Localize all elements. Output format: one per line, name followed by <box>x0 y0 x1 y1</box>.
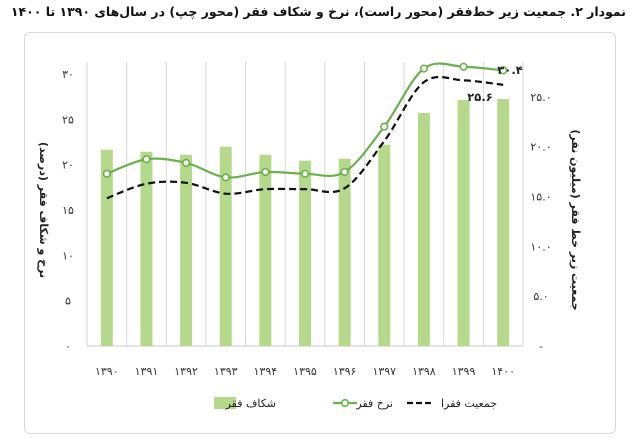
legend-item-gap: شکاف فقر <box>214 397 276 410</box>
bar-5 <box>259 154 272 346</box>
rate-point-4 <box>221 173 230 182</box>
data-label-rate: ۳۰.۴ <box>497 63 522 77</box>
x-tick-label: ۱۳۹۲ <box>174 365 198 378</box>
right-tick-label: ۲۵.۰ <box>530 91 551 104</box>
rate-point-6 <box>300 169 310 178</box>
rate-point-11 <box>499 66 508 75</box>
right-tick-label: - <box>539 340 543 353</box>
bar-10 <box>457 99 470 347</box>
left-tick-label: ۲۵ <box>62 113 74 126</box>
x-tick-label: ۱۳۹۹ <box>452 365 476 378</box>
legend-label-population: جمعیت فقرا <box>441 397 497 410</box>
bar-9 <box>417 112 430 346</box>
left-tick-label: ۱۰ <box>62 249 74 262</box>
legend-item-rate: نرخ فقر <box>333 397 393 410</box>
rate-point-2 <box>142 155 151 164</box>
dashed-series-line <box>106 75 504 200</box>
x-tick-label: ۱۳۹۵ <box>293 365 317 378</box>
left-tick-label: ۱۵ <box>62 204 74 217</box>
rate-point-5 <box>261 167 270 177</box>
x-tick-label: ۱۳۹۴ <box>254 365 278 378</box>
bar-1 <box>100 149 113 346</box>
x-tick-label: ۱۳۹۶ <box>333 365 357 378</box>
bar-2 <box>140 151 153 346</box>
bar-3 <box>180 154 193 346</box>
left-tick-label: ۰ <box>65 340 71 353</box>
x-tick-label: ۱۳۹۱ <box>135 365 159 378</box>
bar-8 <box>378 144 391 346</box>
right-axis-title: جمعیت زیر خط فقر (میلیون نفر) <box>569 129 582 310</box>
right-tick-label: ۲۰.۰ <box>530 141 551 154</box>
rate-point-7 <box>340 167 349 177</box>
right-tick-label: ۱۵.۰ <box>530 191 551 204</box>
legend-item-population: جمعیت فقرا <box>407 397 497 410</box>
bar-7 <box>338 158 351 346</box>
rate-point-9 <box>419 64 429 73</box>
legend-label-gap: شکاف فقر <box>225 397 276 410</box>
data-label-population: ۲۵.۶ <box>467 90 492 104</box>
left-tick-label: ۲۰ <box>62 159 74 172</box>
rate-point-1 <box>102 169 111 178</box>
right-tick-label: ۱۰.۰ <box>530 240 551 253</box>
left-tick-label: ۵ <box>65 295 71 308</box>
x-tick-label: ۱۴۰۰ <box>491 365 515 378</box>
chart-title: نمودار ۲. جمعیت زیر خط‌فقر (محور راست)، … <box>10 4 626 19</box>
legend-label-rate: نرخ فقر <box>355 397 393 410</box>
bar-11 <box>497 98 510 347</box>
rate-point-8 <box>380 122 389 131</box>
legend-swatch-marker <box>340 398 350 408</box>
x-tick-label: ۱۳۹۳ <box>214 365 238 378</box>
left-axis-title: نرخ و شکاف فقر (درصد) <box>37 142 50 278</box>
chart-frame <box>24 32 616 434</box>
left-tick-label: ۳۰ <box>62 68 74 81</box>
x-tick-label: ۱۳۹۰ <box>95 365 119 378</box>
rate-point-10 <box>459 62 468 71</box>
x-tick-label: ۱۳۹۸ <box>412 365 436 378</box>
rate-point-3 <box>181 158 191 167</box>
bar-4 <box>219 146 232 346</box>
bar-6 <box>299 160 311 346</box>
right-tick-label: ۵.۰ <box>533 290 548 303</box>
x-tick-label: ۱۳۹۷ <box>372 365 396 378</box>
legend-swatch-bar <box>214 397 236 409</box>
